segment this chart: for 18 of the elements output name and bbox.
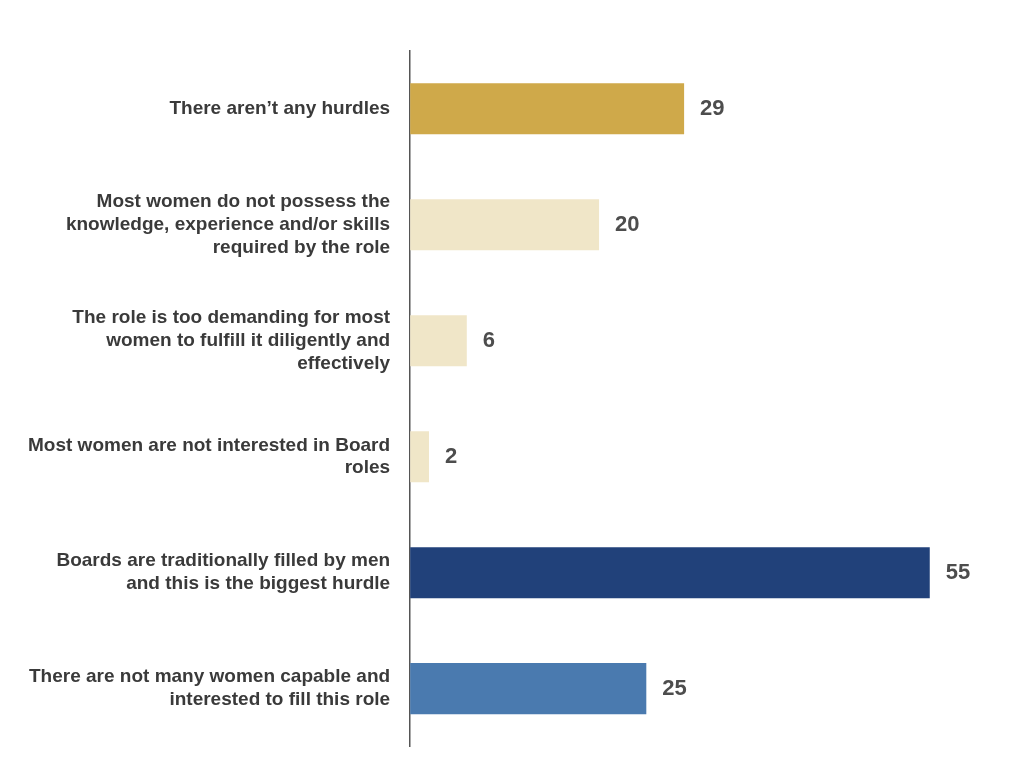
y-tick-label: Most women do not possess the knowledge, experience and/or skills required by the role xyxy=(65,190,391,257)
y-tick-label: Most women are not interested in Board roles xyxy=(27,433,391,478)
data-label: 20 xyxy=(615,210,640,236)
data-label: 55 xyxy=(945,558,971,584)
bar xyxy=(410,199,600,251)
bar xyxy=(410,315,467,367)
bar xyxy=(410,83,685,135)
data-label: 29 xyxy=(700,94,725,120)
y-tick-label: Boards are traditionally filled by men and this is the biggest hurdle xyxy=(56,549,391,594)
y-tick-label: There are not many women capable and interested to fill this role xyxy=(28,665,391,710)
data-label: 2 xyxy=(445,442,458,468)
data-label: 25 xyxy=(662,674,687,700)
bar xyxy=(410,547,930,599)
bar xyxy=(410,431,429,483)
bar xyxy=(410,663,647,715)
y-tick-label: The role is too demanding for most women to fulfill it diligently and effectively xyxy=(72,306,391,373)
y-tick-label: There aren’t any hurdles xyxy=(169,97,391,119)
data-label: 6 xyxy=(482,326,496,352)
